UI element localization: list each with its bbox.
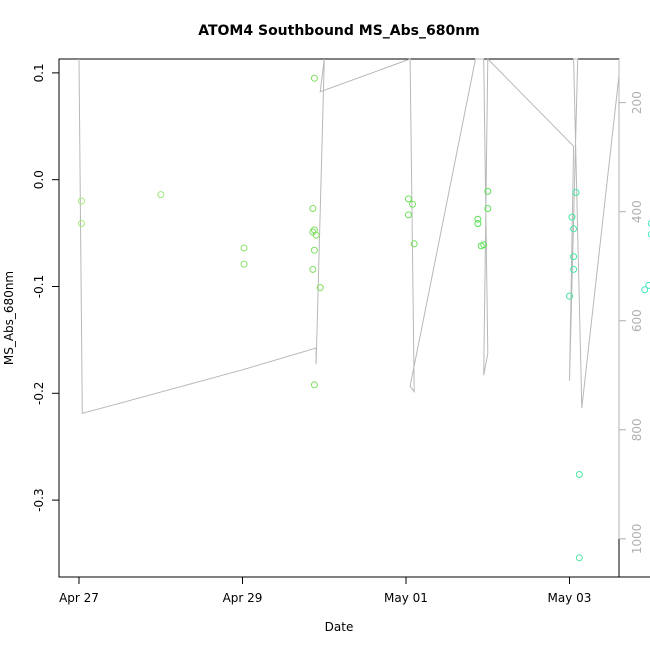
y-tick-label-3: -0.2 bbox=[32, 382, 46, 405]
data-point-33 bbox=[647, 230, 650, 238]
data-points bbox=[78, 74, 650, 562]
plot-box bbox=[58, 58, 620, 578]
data-point-12 bbox=[316, 284, 324, 292]
data-point-30 bbox=[575, 471, 583, 478]
data-point-13 bbox=[310, 381, 318, 389]
depth-track bbox=[78, 57, 620, 415]
right-tick-label-2: 600 bbox=[630, 309, 644, 332]
data-point-35 bbox=[641, 286, 649, 294]
data-point-26 bbox=[570, 225, 578, 233]
data-point-25 bbox=[568, 213, 576, 221]
data-point-20 bbox=[484, 187, 492, 195]
data-point-14 bbox=[405, 195, 412, 203]
y-axis: 0.1 0.0 -0.1 -0.2 -0.3 bbox=[32, 63, 60, 512]
x-tick-label-3: May 03 bbox=[548, 591, 592, 605]
y-tick-label-2: -0.1 bbox=[32, 275, 46, 298]
y-tick-label-4: -0.3 bbox=[32, 488, 46, 511]
data-point-16 bbox=[405, 211, 412, 219]
data-point-19 bbox=[474, 220, 482, 227]
data-point-3 bbox=[240, 244, 248, 252]
data-point-5 bbox=[310, 74, 318, 82]
data-point-23 bbox=[477, 242, 485, 250]
data-point-34 bbox=[645, 281, 650, 289]
data-point-21 bbox=[484, 205, 492, 212]
right-axis: 200 400 600 800 1000 bbox=[618, 91, 644, 555]
data-point-6 bbox=[309, 205, 317, 212]
data-point-2 bbox=[157, 191, 165, 199]
data-point-29 bbox=[566, 292, 573, 300]
y-tick-label-1: 0.0 bbox=[32, 170, 46, 189]
depth-line bbox=[78, 57, 620, 415]
data-point-18 bbox=[474, 215, 482, 223]
y-tick-label-0: 0.1 bbox=[32, 63, 46, 82]
data-point-11 bbox=[309, 265, 317, 273]
y-axis-label: MS_Abs_680nm bbox=[2, 271, 16, 365]
x-tick-label-1: Apr 29 bbox=[223, 591, 263, 605]
data-point-27 bbox=[570, 253, 578, 261]
data-point-1 bbox=[78, 220, 85, 227]
data-point-31 bbox=[575, 554, 583, 562]
data-point-15 bbox=[409, 200, 416, 208]
data-point-24 bbox=[572, 189, 580, 196]
data-point-17 bbox=[410, 240, 418, 248]
x-axis-label: Date bbox=[325, 620, 354, 634]
data-point-0 bbox=[78, 197, 85, 205]
x-tick-label-0: Apr 27 bbox=[59, 591, 99, 605]
right-tick-label-3: 800 bbox=[630, 418, 644, 441]
right-tick-label-1: 400 bbox=[630, 200, 644, 223]
x-tick-label-2: May 01 bbox=[384, 591, 428, 605]
data-point-10 bbox=[310, 246, 318, 254]
chart-title: ATOM4 Southbound MS_Abs_680nm bbox=[198, 23, 480, 39]
data-point-4 bbox=[240, 260, 248, 268]
data-point-32 bbox=[647, 220, 650, 227]
data-point-28 bbox=[570, 265, 578, 273]
data-point-9 bbox=[312, 231, 320, 239]
right-tick-label-4: 1000 bbox=[630, 524, 644, 555]
right-tick-label-0: 200 bbox=[630, 91, 644, 114]
